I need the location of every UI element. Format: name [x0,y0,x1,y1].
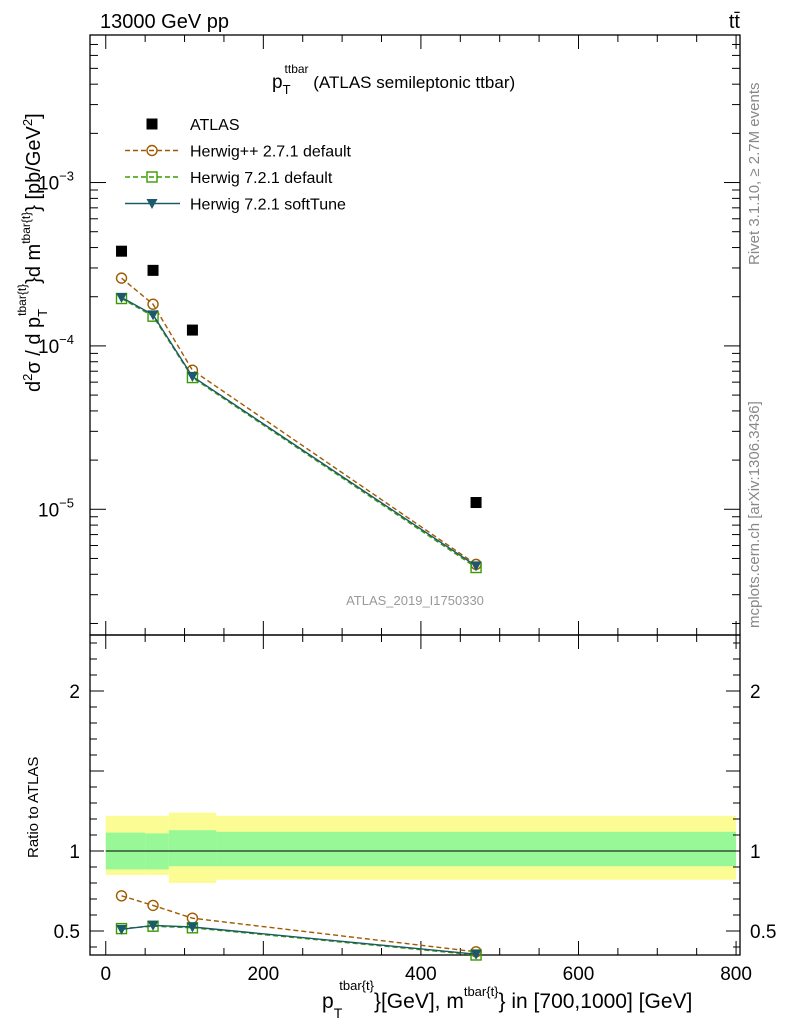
herwig-2-7-1-default-point [115,272,128,284]
x-axis-label: pTtbar{t}}[GeV], mtbar{t}} in [700,1000]… [322,978,692,1021]
atlas-legend-marker [146,118,158,130]
herwig-7-2-1-softtune-point [470,561,482,572]
energy-label: 13000 GeV pp [100,11,229,33]
herwig-2-7-1-default-ratio-point [147,899,159,912]
plot-title: pTttbar (ATLAS semileptonic ttbar) [272,62,515,97]
herwig-2-7-1-default-ratio-line [121,895,477,953]
y-axis-label: d2σ / d pTtbar{t}}d mtbar{t}} [pb/GeV2] [15,113,50,392]
herwig-7-2-1-default-ratio-line [121,925,477,956]
atlas-point [470,497,482,509]
herwig-7-2-1-softtune-point [186,371,198,382]
herwig-7-2-1-softtune-point [147,310,159,321]
herwig-7-2-1-softtune-ratio-point [116,924,128,935]
x-tick-label: 200 [247,964,279,985]
herwig-2-7-1-default-legend-label: Herwig++ 2.7.1 default [190,144,352,161]
herwig-2-7-1-default-line [121,277,477,565]
ratio-y-tick-label-right: 2 [750,682,761,703]
herwig-7-2-1-softtune-ratio-point [470,949,482,960]
ratio-panel: 0 200 400 600 800 0.5 0.5 1 1 2 2 [54,634,776,985]
atlas-legend-label: ATLAS [190,117,240,134]
ratio-y-tick-label-left: 2 [69,682,80,703]
herwig-7-2-1-softtune-ratio-point [147,920,159,931]
x-tick-label: 600 [563,964,595,985]
herwig-2-7-1-default-point [147,298,159,310]
herwig-2-7-1-default-legend-marker [146,144,158,157]
rivet-label: Rivet 3.1.10, ≥ 2.7M events [746,83,763,266]
atlas-point [186,324,198,336]
herwig-7-2-1-softtune-legend-label: Herwig 7.2.1 softTune [190,197,346,214]
herwig-7-2-1-softtune-ratio-line [121,924,477,955]
herwig-7-2-1-softtune-legend-marker [146,199,158,209]
analysis-watermark: ATLAS_2019_I1750330 [346,593,484,608]
ratio-band-inner [216,831,737,867]
ratio-y-tick-label-left: 0.5 [54,922,80,943]
ratio-y-tick-label-right: 1 [750,842,761,863]
x-tick-label: 800 [720,964,752,985]
herwig-7-2-1-softtune-line [121,296,477,567]
legend: ATLAS Herwig++ 2.7.1 default Herwig 7.2.1 … [125,117,352,214]
process-label: tt̄ [729,11,741,33]
x-tick-label: 0 [100,964,111,985]
y-tick-label: 10−5 [38,495,74,521]
herwig-7-2-1-softtune-ratio-point [186,922,198,933]
atlas-point [116,245,128,257]
ratio-band-inner [168,830,217,867]
x-tick-label: 400 [405,964,437,985]
mcplots-label: mcplots.cern.ch [arXiv:1306.3436] [746,401,763,628]
atlas-point [147,264,159,276]
herwig-2-7-1-default-ratio-point [115,890,128,902]
herwig-7-2-1-softtune-point [116,292,128,303]
herwig-7-2-1-default-legend-marker [146,171,158,183]
y-tick-label: 10−4 [38,332,74,358]
ratio-y-tick-label-left: 1 [69,842,80,863]
ratio-frame [89,634,741,956]
herwig-7-2-1-default-legend-label: Herwig 7.2.1 default [190,170,333,187]
ratio-axis-label: Ratio to ATLAS [25,757,42,858]
ratio-y-tick-label-right: 0.5 [750,922,776,943]
y-tick-label: 10−3 [38,169,74,195]
